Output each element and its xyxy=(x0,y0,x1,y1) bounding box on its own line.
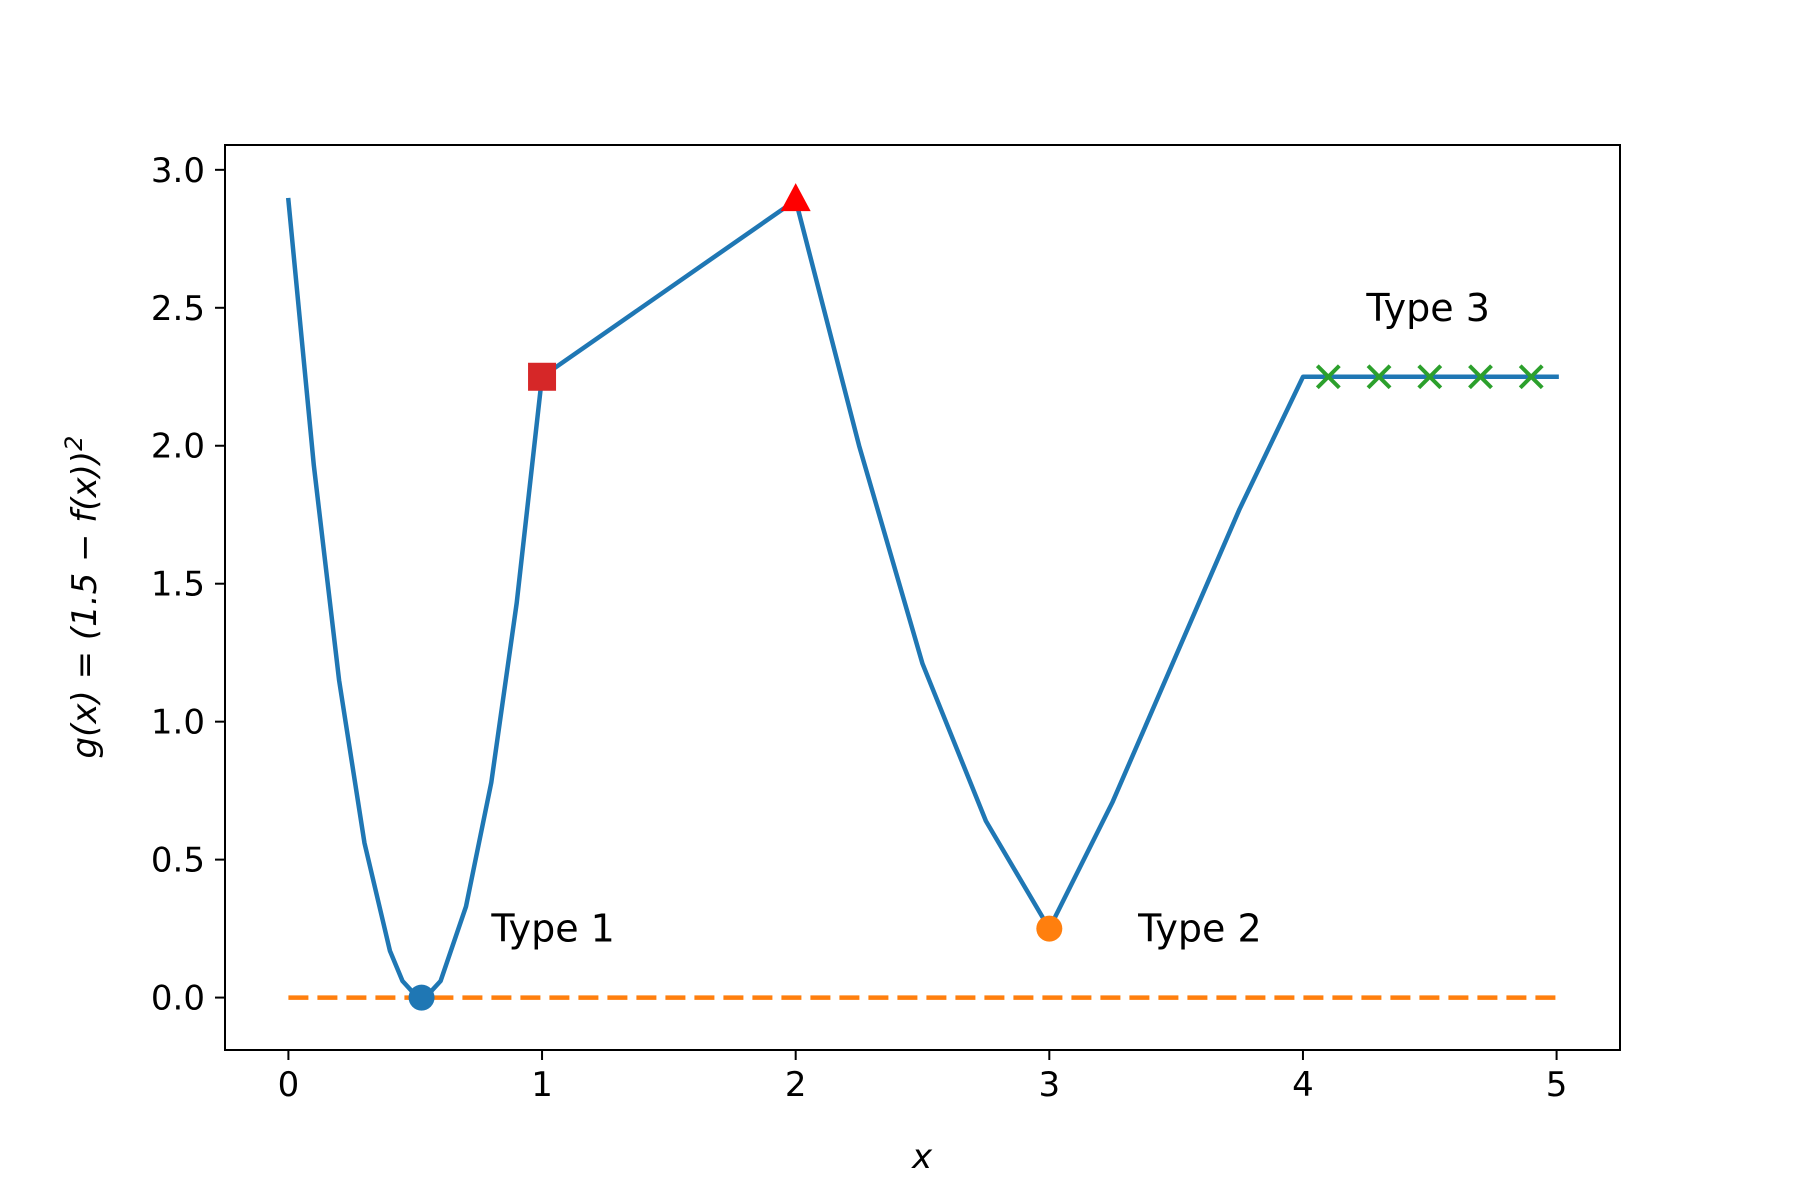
triangle-marker xyxy=(780,183,811,212)
y-axis-label: g(x) = (1.5 − f(x))2 xyxy=(60,436,105,759)
axes-frame xyxy=(224,144,1621,1051)
x-tick-label: 2 xyxy=(785,1065,807,1105)
plot-area xyxy=(225,145,1620,1050)
x-marker xyxy=(1518,364,1544,390)
x-tick-label: 1 xyxy=(531,1065,553,1105)
y-axis-label-superscript: 2 xyxy=(60,436,88,451)
y-tick-label: 1.0 xyxy=(151,703,205,743)
x-tick-label: 5 xyxy=(1546,1065,1568,1105)
y-tick-label: 0.0 xyxy=(151,979,205,1019)
x-ticks: 0 1 2 3 4 5 xyxy=(278,1050,1568,1105)
x-marker xyxy=(1468,364,1493,390)
x-marker xyxy=(1417,364,1443,390)
x-axis-label: x xyxy=(911,1137,933,1177)
square-marker xyxy=(528,362,557,391)
y-tick-label: 2.5 xyxy=(151,289,205,329)
x-tick-label: 0 xyxy=(278,1065,300,1105)
y-axis-label-main: g(x) = (1.5 − f(x)) xyxy=(65,451,105,759)
marker-layer xyxy=(408,183,1544,1011)
annotation-label: Type 1 xyxy=(490,907,615,951)
y-tick-label: 3.0 xyxy=(151,151,205,191)
circle-marker xyxy=(408,984,435,1011)
y-tick-label: 0.5 xyxy=(151,841,205,881)
y-tick-label: 2.0 xyxy=(151,427,205,467)
curve-line xyxy=(285,197,1559,1000)
x-marker xyxy=(1366,364,1392,390)
x-tick-label: 3 xyxy=(1038,1065,1060,1105)
y-tick-label: 1.5 xyxy=(151,565,205,605)
circle-marker xyxy=(1036,915,1063,942)
x-tick-label: 4 xyxy=(1292,1065,1314,1105)
annotation-label: Type 2 xyxy=(1137,907,1262,951)
annotation-layer: Type 1 Type 2 Type 3 xyxy=(490,286,1490,951)
curve-layer xyxy=(285,197,1559,1000)
y-ticks: 0.0 0.5 1.0 1.5 2.0 2.5 3.0 xyxy=(151,151,225,1019)
annotation-label: Type 3 xyxy=(1365,286,1490,330)
x-marker xyxy=(1315,364,1341,390)
